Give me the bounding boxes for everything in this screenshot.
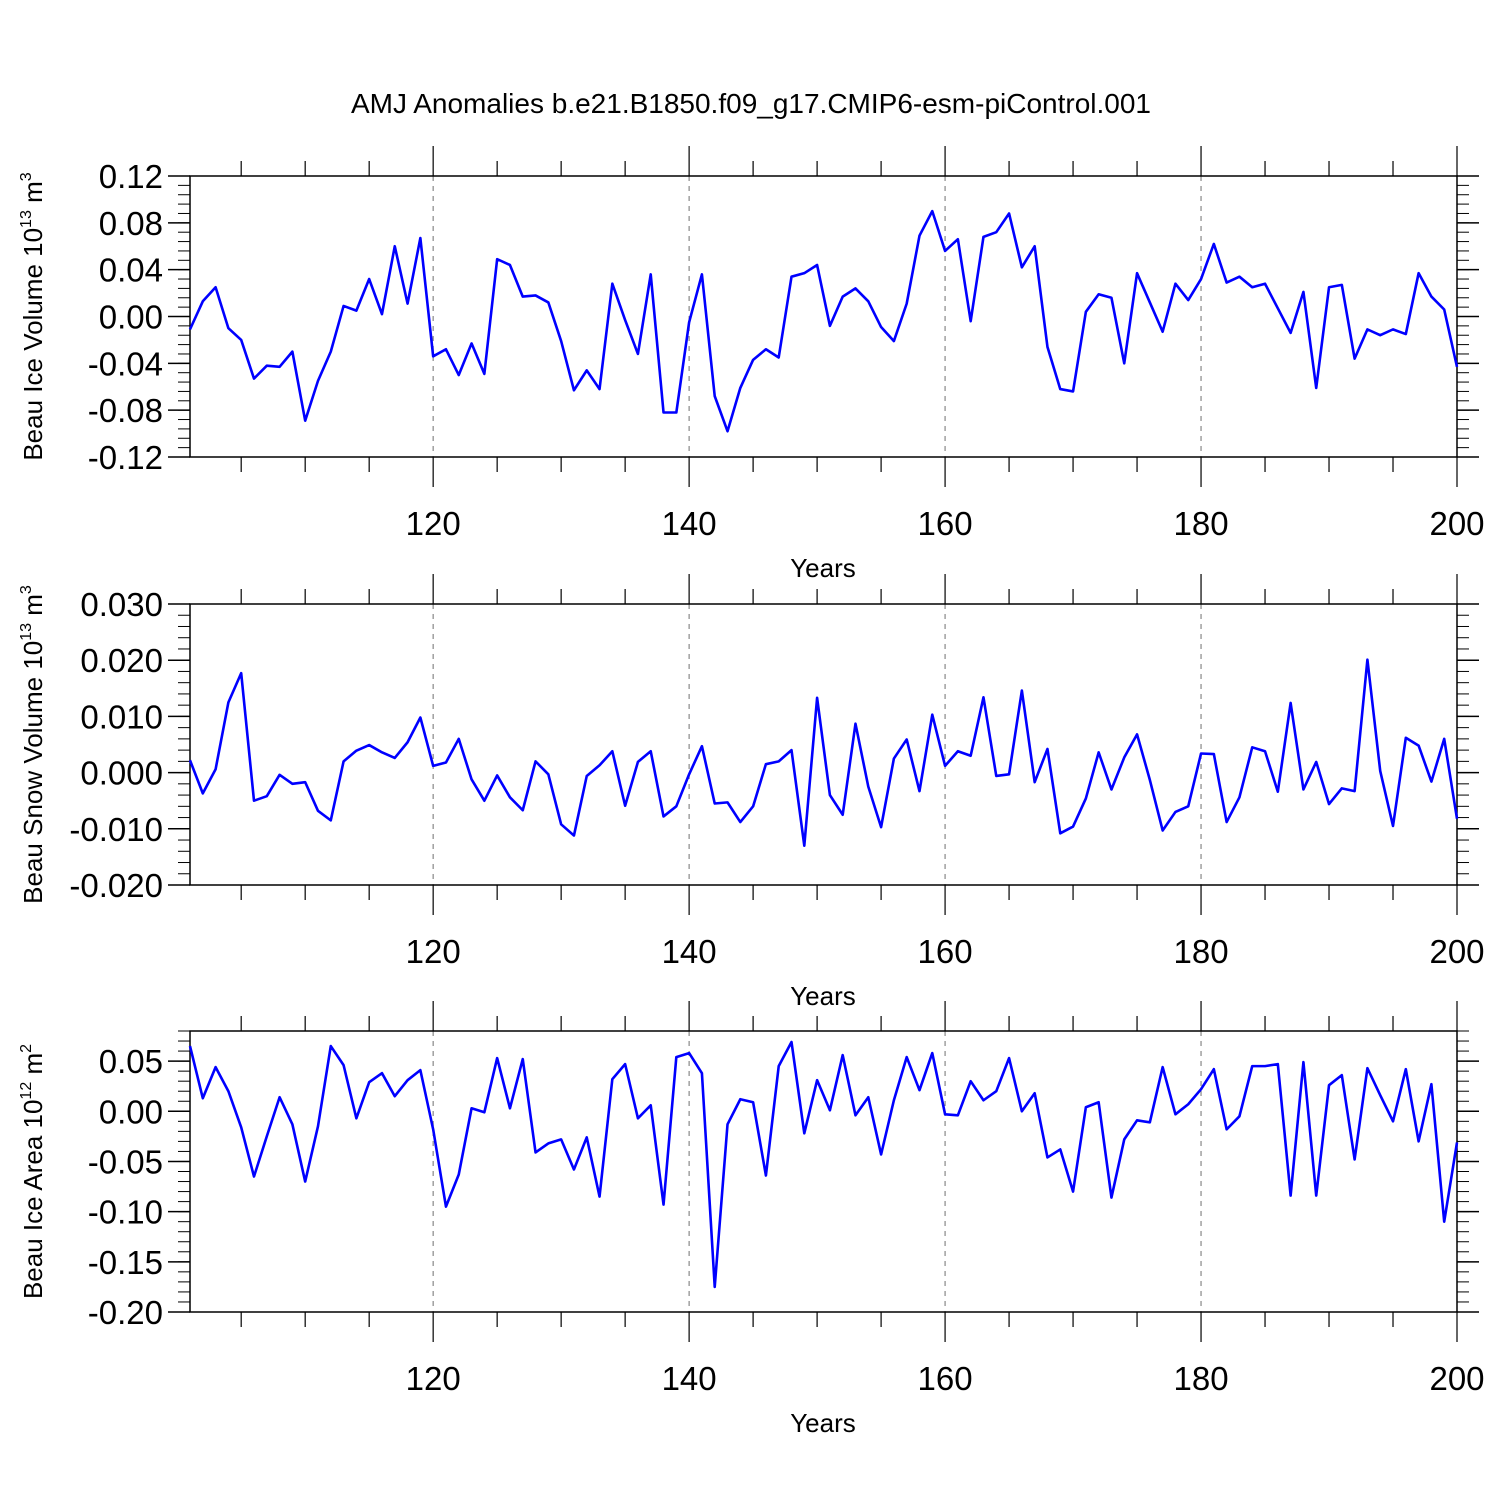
y-tick-label: 0.010 (80, 698, 163, 735)
x-tick-label: 200 (1429, 1360, 1484, 1397)
panel-snow-volume: -0.020 -0.010 0.000 0.010 0.020 0.030 120 140 16… (18, 574, 1485, 1011)
x-tick-label: 140 (662, 1360, 717, 1397)
y-tick-label: 0.030 (80, 586, 163, 623)
x-tick-label: 160 (918, 1360, 973, 1397)
y-axis-title-sup: 13 (18, 210, 35, 228)
chart-title: AMJ Anomalies b.e21.B1850.f09_g17.CMIP6-… (351, 88, 1151, 119)
y-axis-title-unit: m (18, 1053, 48, 1082)
plot-frame (189, 175, 1458, 458)
x-tick-label: 120 (406, 1360, 461, 1397)
y-tick-label: -0.15 (88, 1244, 163, 1281)
series-line-snow-volume (188, 658, 1459, 847)
y-tick-label: 0.00 (99, 299, 163, 336)
x-tick-label: 160 (918, 505, 973, 542)
x-tick-label: 180 (1174, 505, 1229, 542)
y-axis-title: Beau Ice Area 1012 m2 (18, 1044, 48, 1299)
y-axis-title-unit-sup: 2 (18, 1044, 35, 1053)
y-axis-title-unit-sup: 3 (18, 172, 35, 181)
y-tick-label: 0.08 (99, 205, 163, 242)
y-axis-title-main: Beau Ice Volume 10 (18, 228, 48, 461)
x-tick-label: 120 (406, 933, 461, 970)
x-axis-title: Years (790, 1408, 856, 1438)
x-tick-label: 200 (1429, 933, 1484, 970)
y-axis-title-unit: m (18, 181, 48, 210)
y-tick-label: 0.04 (99, 252, 163, 289)
x-tick-label: 180 (1174, 933, 1229, 970)
y-tick-label: 0.12 (99, 158, 163, 195)
y-tick-label: -0.05 (88, 1143, 163, 1180)
x-tick-label: 180 (1174, 1360, 1229, 1397)
y-tick-label: -0.010 (69, 811, 163, 848)
x-tick-label: 120 (406, 505, 461, 542)
y-tick-label: -0.08 (88, 392, 163, 429)
y-axis-title: Beau Ice Volume 1013 m3 (18, 172, 48, 460)
y-axis-title-unit-sup: 3 (18, 585, 35, 594)
panel-ice-area: -0.20 -0.15 -0.10 -0.05 0.00 0.05 120 140 160 180… (18, 1001, 1485, 1438)
series-line-ice-volume (188, 209, 1459, 433)
y-tick-label: -0.20 (88, 1294, 163, 1331)
y-tick-label: -0.12 (88, 439, 163, 476)
x-tick-label: 140 (662, 933, 717, 970)
y-axis-title-main: Beau Ice Area 10 (18, 1100, 48, 1299)
series-line-ice-area (188, 1040, 1459, 1289)
plot-frame (189, 603, 1458, 886)
y-axis-title-unit: m (18, 594, 48, 623)
x-axis-title: Years (790, 553, 856, 583)
x-axis-title: Years (790, 981, 856, 1011)
y-tick-label: -0.10 (88, 1194, 163, 1231)
y-axis-title-sup: 12 (18, 1082, 35, 1100)
x-tick-label: 160 (918, 933, 973, 970)
y-tick-label: -0.04 (88, 345, 163, 382)
x-tick-label: 200 (1429, 505, 1484, 542)
y-axis-title-sup: 13 (18, 623, 35, 641)
y-axis-title-main: Beau Snow Volume 10 (18, 641, 48, 904)
y-tick-label: 0.000 (80, 755, 163, 792)
y-tick-label: -0.020 (69, 867, 163, 904)
y-tick-label: 0.00 (99, 1093, 163, 1130)
y-tick-label: 0.05 (99, 1043, 163, 1080)
y-axis-title: Beau Snow Volume 1013 m3 (18, 585, 48, 904)
panel-ice-volume: -0.12 -0.08 -0.04 0.00 0.04 0.08 0.12 120 140 160… (18, 146, 1485, 583)
x-tick-label: 140 (662, 505, 717, 542)
y-tick-label: 0.020 (80, 642, 163, 679)
